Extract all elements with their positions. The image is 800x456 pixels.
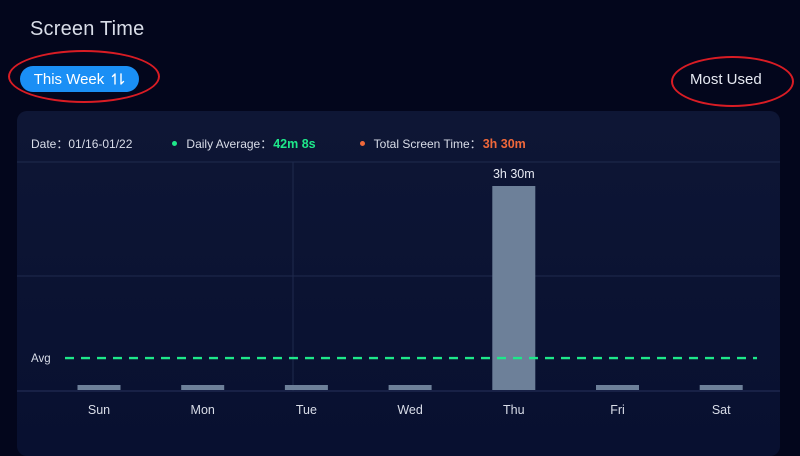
daily-average-value: 42m 8s bbox=[273, 136, 316, 151]
bar-sun bbox=[77, 385, 121, 390]
x-tick-tue: Tue bbox=[296, 403, 317, 417]
period-selector-button[interactable]: This Week bbox=[20, 66, 139, 92]
x-tick-fri: Fri bbox=[610, 403, 625, 417]
total-screen-time-dot-icon bbox=[359, 141, 365, 146]
bar-fri bbox=[596, 385, 639, 390]
data-label-thu: 3h 30m bbox=[493, 167, 535, 181]
total-screen-time-label: Total Screen Time： bbox=[373, 137, 482, 151]
bar-tue bbox=[284, 385, 328, 390]
daily-average-label: Daily Average： bbox=[186, 137, 273, 151]
x-tick-wed: Wed bbox=[397, 403, 423, 417]
bar-mon bbox=[181, 385, 225, 390]
bar-thu bbox=[492, 186, 536, 390]
daily-average-dot-icon bbox=[172, 141, 178, 146]
screen-time-card: Date：01/16-01/22 Daily Average： 42m 8s T… bbox=[17, 111, 780, 456]
sort-toggle-icon bbox=[111, 72, 125, 86]
page-title: Screen Time bbox=[30, 18, 145, 40]
total-screen-time-value: 3h 30m bbox=[482, 136, 526, 151]
most-used-link[interactable]: Most Used bbox=[690, 71, 762, 88]
x-tick-mon: Mon bbox=[191, 403, 215, 417]
weekly-bar-chart: Sun Mon Tue Wed Thu 3h 30m Fri Sat Avg bbox=[17, 161, 780, 417]
x-tick-sat: Sat bbox=[712, 403, 731, 417]
bar-sat bbox=[699, 385, 743, 390]
total-screen-time: Total Screen Time： 3h 30m bbox=[359, 135, 526, 152]
summary-row: Date：01/16-01/22 Daily Average： 42m 8s T… bbox=[31, 135, 526, 152]
x-tick-thu: Thu bbox=[503, 403, 525, 417]
date-range: Date：01/16-01/22 bbox=[31, 137, 133, 151]
x-tick-sun: Sun bbox=[88, 403, 110, 417]
bar-wed bbox=[388, 385, 432, 390]
average-line-label: Avg bbox=[31, 353, 51, 365]
period-button-label: This Week bbox=[33, 70, 105, 88]
daily-average: Daily Average： 42m 8s bbox=[172, 135, 316, 152]
